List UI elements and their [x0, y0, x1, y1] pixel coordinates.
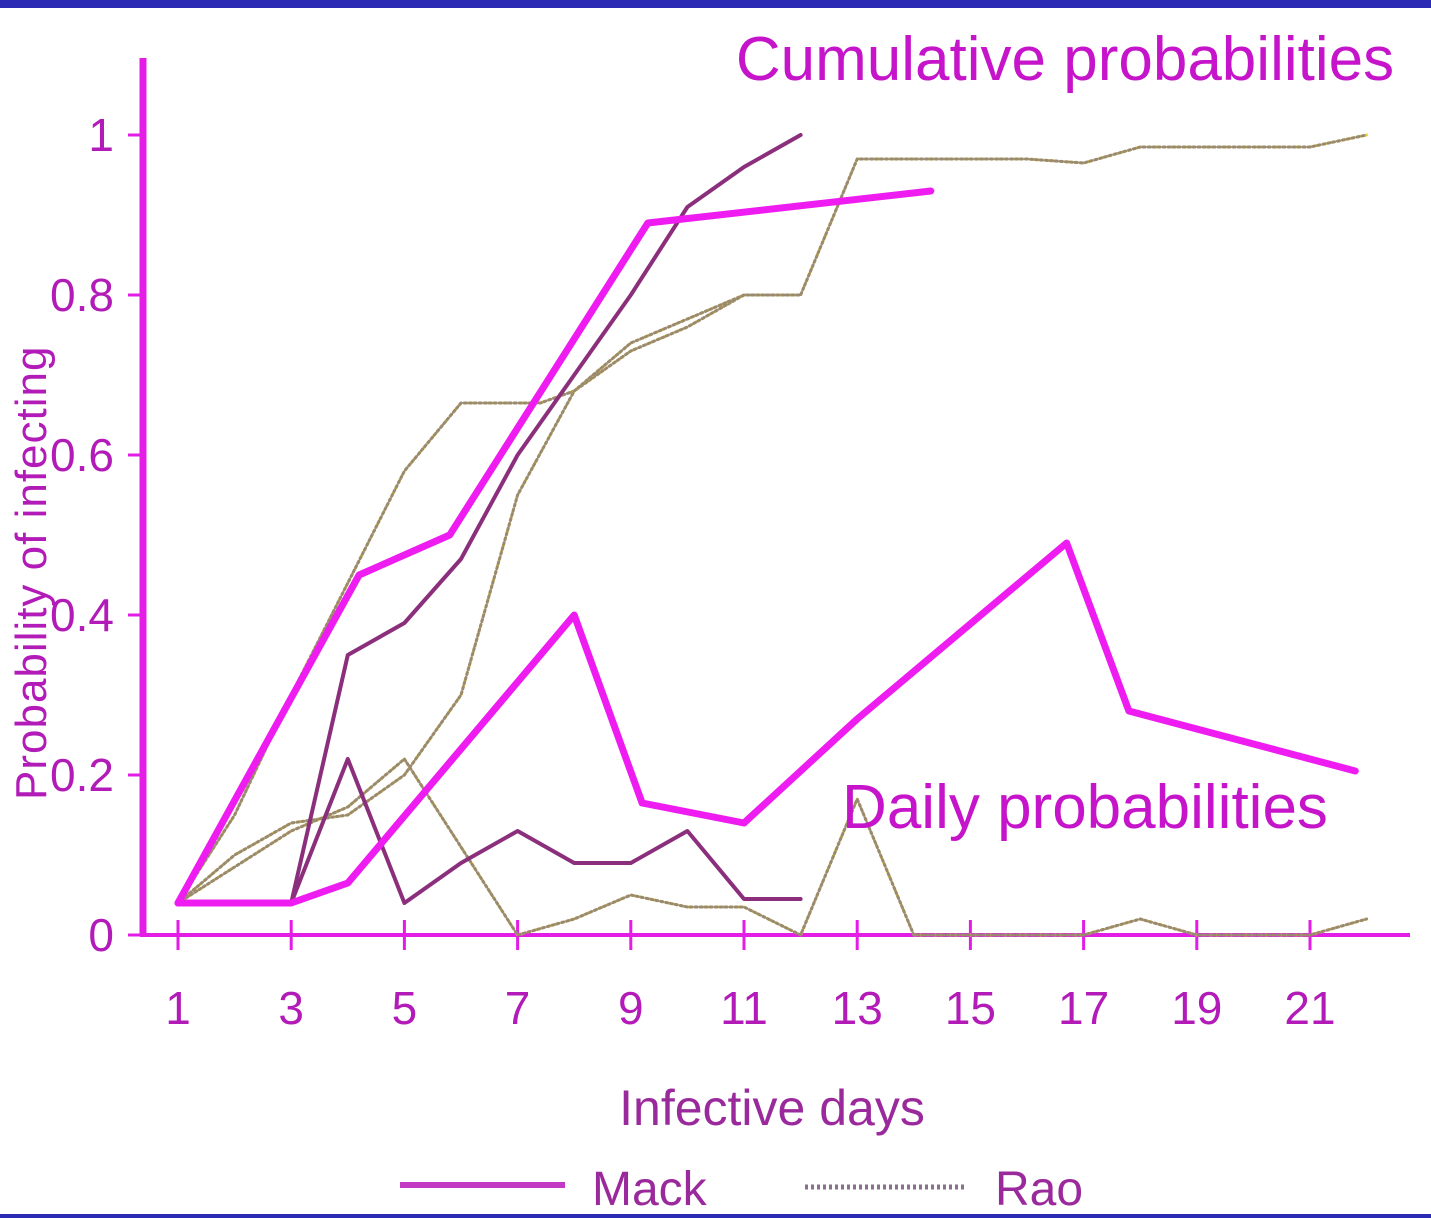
annotation-daily: Daily probabilities: [842, 773, 1328, 842]
series-line-3: [176, 757, 803, 905]
x-tick-label: 5: [392, 982, 418, 1034]
x-tick-label: 7: [505, 982, 531, 1034]
bottom-border-bar: [0, 1214, 1431, 1218]
series-line-4-overlay: [176, 133, 1369, 905]
x-tick-label: 19: [1171, 982, 1222, 1034]
y-tick-label: 0: [88, 909, 114, 961]
top-border-bar: [0, 0, 1431, 8]
series-layer: [174, 133, 1369, 937]
x-tick-label: 17: [1058, 982, 1109, 1034]
series-line-5: [176, 293, 803, 905]
x-tick-label: 13: [832, 982, 883, 1034]
y-tick-label: 0.2: [50, 749, 114, 801]
series-line-6-overlay: [176, 757, 1369, 937]
y-ticks: 0 0.2 0.4 0.6 0.8 1: [50, 109, 143, 961]
y-tick-label: 0.6: [50, 429, 114, 481]
series-line-2: [176, 133, 803, 905]
y-axis-title: Probability of infecting: [7, 346, 56, 800]
series-line-5-overlay: [176, 293, 803, 905]
annotation-cumulative: Cumulative probabilities: [736, 25, 1394, 94]
series-line-1: [174, 539, 1359, 907]
x-tick-label: 21: [1284, 982, 1335, 1034]
y-tick-label: 1: [88, 109, 114, 161]
y-tick-label: 0.8: [50, 269, 114, 321]
y-tick-label: 0.4: [50, 589, 114, 641]
x-axis-title: Infective days: [619, 1080, 925, 1136]
x-tick-label: 1: [165, 982, 191, 1034]
x-tick-label: 11: [720, 982, 768, 1034]
x-ticks: 1 3 5 7 9 11 13 15 17 19 21: [165, 920, 1336, 1034]
legend-label-rao: Rao: [995, 1163, 1083, 1216]
series-line-0: [174, 187, 935, 907]
x-tick-label: 9: [618, 982, 644, 1034]
x-tick-label: 3: [278, 982, 304, 1034]
legend-label-mack: Mack: [592, 1163, 708, 1216]
x-tick-label: 15: [945, 982, 996, 1034]
legend: Mack Rao: [400, 1163, 1083, 1216]
